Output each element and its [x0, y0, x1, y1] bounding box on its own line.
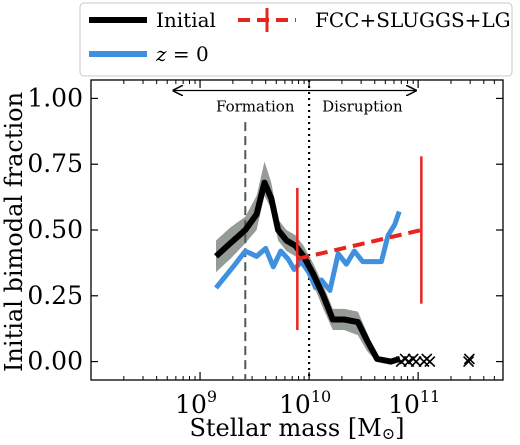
y-tick-label: 0.25 — [27, 281, 83, 310]
axis-labels: Stellar mass [M⊙] Initial bimodal fracti… — [0, 92, 405, 443]
legend-fcc-swatch — [238, 8, 296, 32]
y-tick-label: 1.00 — [27, 83, 83, 112]
x-tick-label: 1010 — [279, 387, 331, 419]
cross-markers — [395, 353, 475, 368]
disruption-label: Disruption — [322, 98, 403, 116]
cross-marker — [463, 353, 475, 365]
x-tick-label: 109 — [175, 387, 217, 419]
legend-frame — [79, 2, 513, 77]
cross-marker — [424, 356, 436, 368]
legend: Initial FCC+SLUGGS+LG z = 0 — [79, 2, 513, 77]
z0-line — [214, 210, 402, 293]
y-tick-label: 0.00 — [27, 347, 83, 376]
formation-disruption-annotation: Formation Disruption — [173, 91, 415, 116]
y-tick-label: 0.75 — [27, 149, 83, 178]
y-tick-label: 0.50 — [27, 215, 83, 244]
plot-area: Formation Disruption 0.00 0.25 0.50 0.75 1.0… — [27, 79, 504, 419]
legend-initial-label: Initial — [156, 8, 216, 32]
cross-marker — [463, 356, 475, 368]
legend-fcc-label: FCC+SLUGGS+LG — [315, 8, 511, 32]
formation-label: Formation — [216, 98, 295, 116]
fcc-sluggs-lg-reference — [296, 156, 423, 330]
series-lines — [213, 179, 402, 365]
fcc-dashed-line — [296, 228, 422, 261]
legend-z0-label: z = 0 — [155, 42, 209, 66]
x-axis-label: Stellar mass [M⊙] — [189, 414, 404, 443]
y-axis-label: Initial bimodal fraction — [0, 92, 28, 372]
